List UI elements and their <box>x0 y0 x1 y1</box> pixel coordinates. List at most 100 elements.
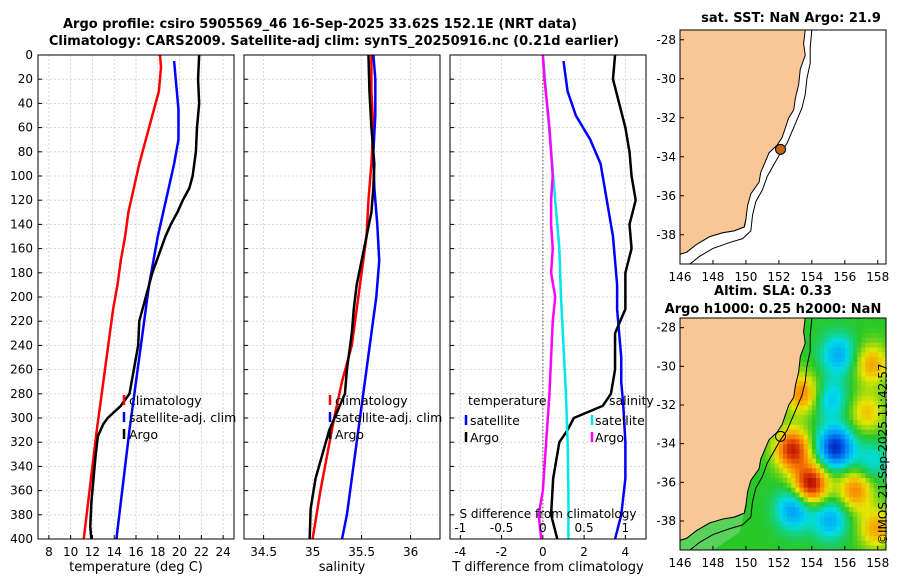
sla-cell <box>811 506 817 512</box>
sla-cell <box>774 438 780 445</box>
sla-cell <box>815 443 821 449</box>
sla-cell <box>836 501 842 507</box>
sla-cell <box>869 405 875 411</box>
sla-cell <box>865 419 871 425</box>
sla-cell <box>778 482 784 488</box>
sla-cell <box>803 342 809 348</box>
sla-cell <box>758 482 763 488</box>
sla-cell <box>836 540 842 546</box>
sla-cell <box>857 351 862 358</box>
sla-cell <box>811 356 817 362</box>
sla-cell <box>791 467 796 474</box>
sla-cell <box>824 429 829 435</box>
sla-cell <box>824 361 829 367</box>
map-x-tick-label: 154 <box>800 270 823 284</box>
sla-cell <box>861 496 866 503</box>
sla-cell <box>853 453 858 459</box>
sla-cell <box>741 525 747 532</box>
sla-cell <box>832 521 838 527</box>
sla-cell <box>836 438 842 445</box>
sla-cell <box>783 443 788 449</box>
sla-cell <box>807 448 813 454</box>
sla-cell <box>869 525 875 532</box>
sla-cell <box>824 443 829 449</box>
sla-cell <box>754 540 759 546</box>
sla-cell <box>750 516 755 522</box>
sla-cell <box>807 506 813 512</box>
sla-cell <box>832 477 838 483</box>
map-frame <box>679 317 887 551</box>
sla-cell <box>807 395 813 401</box>
sla-cell <box>853 385 858 391</box>
sla-cell <box>791 496 796 503</box>
sla-cell <box>799 429 805 435</box>
sla-cell <box>766 463 772 469</box>
sla-cell <box>865 467 871 474</box>
sla-cell <box>758 521 763 527</box>
sla-cell <box>778 477 784 483</box>
sla-cell <box>873 535 879 541</box>
sla-cell <box>836 371 842 377</box>
sla-cell <box>783 472 788 478</box>
sla-cell <box>791 443 796 449</box>
sla-cell <box>848 414 854 420</box>
sla-cell <box>754 516 759 522</box>
sla-cell <box>828 327 833 333</box>
sla-cell <box>836 318 842 324</box>
sla-cell <box>807 511 813 517</box>
sla-cell <box>762 492 768 498</box>
sla-cell <box>820 482 825 488</box>
sla-cell <box>869 540 875 546</box>
sla-cell <box>791 487 796 493</box>
sla-cell <box>873 525 879 532</box>
sla-cell <box>877 414 883 420</box>
sla-cell <box>881 337 886 343</box>
sla-cell <box>787 487 792 493</box>
sla-cell <box>865 472 871 478</box>
sla-cell <box>766 545 772 550</box>
sla-cell <box>832 429 838 435</box>
sla-cell <box>832 366 838 372</box>
sla-cell <box>873 443 879 449</box>
sla-cell <box>865 405 871 411</box>
sla-cell <box>811 361 817 367</box>
sla-cell <box>881 332 886 338</box>
sla-cell <box>853 443 858 449</box>
sla-cell <box>840 530 846 536</box>
x-axis-label: temperature (deg C) <box>69 560 203 575</box>
sla-cell <box>857 521 862 527</box>
sla-cell <box>811 347 817 353</box>
sla-cell <box>857 506 862 512</box>
sla-cell <box>774 516 780 522</box>
sla-cell <box>824 400 829 406</box>
sla-cell <box>811 342 817 348</box>
sla-cell <box>881 521 886 527</box>
sla-cell <box>741 530 747 536</box>
y-tick-label: 140 <box>10 217 33 231</box>
sla-cell <box>799 501 805 507</box>
sla-cell <box>807 545 813 550</box>
sla-cell <box>733 545 739 550</box>
sla-cell <box>787 409 792 416</box>
sla-cell <box>820 521 825 527</box>
sla-cell <box>762 496 768 503</box>
sla-cell <box>741 540 747 546</box>
x-tick-label: 4 <box>622 545 630 559</box>
sla-cell <box>815 390 821 396</box>
sla-cell <box>828 463 833 469</box>
sla-cell <box>795 467 800 474</box>
sla-cell <box>824 337 829 343</box>
map-y-tick-label: -32 <box>656 111 676 125</box>
sla-cell <box>840 342 846 348</box>
sla-cell <box>865 501 871 507</box>
sla-cell <box>803 385 809 391</box>
sla-cell <box>762 501 768 507</box>
sla-cell <box>881 492 886 498</box>
sla-cell <box>873 400 879 406</box>
sla-cell <box>853 342 858 348</box>
sla-cell <box>836 419 842 425</box>
sla-cell <box>795 434 800 440</box>
sla-cell <box>807 390 813 396</box>
sla-cell <box>783 530 788 536</box>
sla-cell <box>857 511 862 517</box>
